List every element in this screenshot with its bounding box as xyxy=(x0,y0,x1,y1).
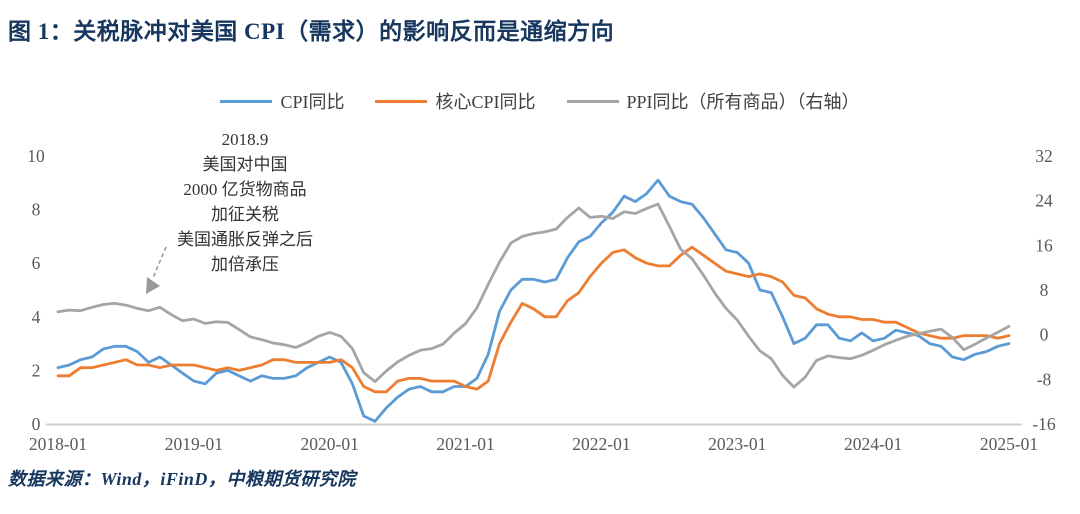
right-axis-tick-label: 0 xyxy=(1040,325,1049,345)
right-axis-tick-label: -8 xyxy=(1037,369,1052,389)
chart-annotation: 2018.9 美国对中国 2000 亿货物商品 加征关税 美国通胀反弹之后 加倍… xyxy=(130,127,360,277)
legend-line-swatch-ppi xyxy=(566,99,619,103)
annotation-line: 2018.9 xyxy=(221,130,269,149)
figure-title: 图 1：关税脉冲对美国 CPI（需求）的影响反而是通缩方向 xyxy=(8,19,615,44)
x-axis-tick-label: 2025-01 xyxy=(980,434,1038,454)
annotation-arrow-tail xyxy=(152,246,167,279)
x-axis-tick-label: 2021-01 xyxy=(436,434,494,454)
left-axis-tick-label: 6 xyxy=(32,253,41,273)
x-axis-tick-label: 2019-01 xyxy=(165,434,223,454)
x-axis-tick-label: 2018-01 xyxy=(29,434,87,454)
x-axis-tick-label: 2020-01 xyxy=(301,434,359,454)
left-axis-tick-label: 8 xyxy=(32,200,41,220)
x-axis-tick-label: 2022-01 xyxy=(572,434,630,454)
annotation-line: 美国对中国 xyxy=(202,155,288,174)
series-line-2 xyxy=(56,202,1011,389)
left-axis-tick-label: 0 xyxy=(32,414,41,434)
legend-item-core-cpi: 核心CPI同比 xyxy=(375,88,536,114)
right-axis-tick-label: 8 xyxy=(1040,280,1049,300)
left-axis-tick-label: 2 xyxy=(32,360,41,380)
series-line-1 xyxy=(56,245,1011,394)
right-axis-tick-label: 32 xyxy=(1035,146,1053,166)
legend-line-swatch-core-cpi xyxy=(375,99,428,103)
legend-item-ppi: PPI同比（所有商品）（右轴） xyxy=(566,88,860,114)
annotation-line: 加倍承压 xyxy=(211,255,279,274)
right-axis-tick-label: 24 xyxy=(1035,191,1053,211)
left-axis-tick-label: 10 xyxy=(27,146,45,166)
legend-item-cpi: CPI同比 xyxy=(220,88,344,114)
legend-label-core-cpi: 核心CPI同比 xyxy=(435,92,536,112)
left-axis-tick-label: 4 xyxy=(32,307,41,327)
legend-line-swatch-cpi xyxy=(220,99,273,103)
x-axis-tick-label: 2023-01 xyxy=(708,434,766,454)
legend-label-ppi: PPI同比（所有商品）（右轴） xyxy=(626,92,860,112)
right-axis-tick-label: 16 xyxy=(1035,235,1053,255)
annotation-line: 美国通胀反弹之后 xyxy=(177,230,313,249)
right-axis-tick-label: -16 xyxy=(1032,414,1056,434)
data-source: 数据来源：Wind，iFinD，中粮期货研究院 xyxy=(8,469,356,489)
chart-legend: CPI同比 核心CPI同比 PPI同比（所有商品）（右轴） xyxy=(0,88,1080,114)
annotation-arrow-head xyxy=(146,277,160,294)
series-line-0 xyxy=(56,178,1011,423)
legend-label-cpi: CPI同比 xyxy=(280,92,345,112)
x-axis-tick-label: 2024-01 xyxy=(844,434,902,454)
annotation-line: 2000 亿货物商品 xyxy=(183,180,307,199)
annotation-line: 加征关税 xyxy=(211,205,279,224)
